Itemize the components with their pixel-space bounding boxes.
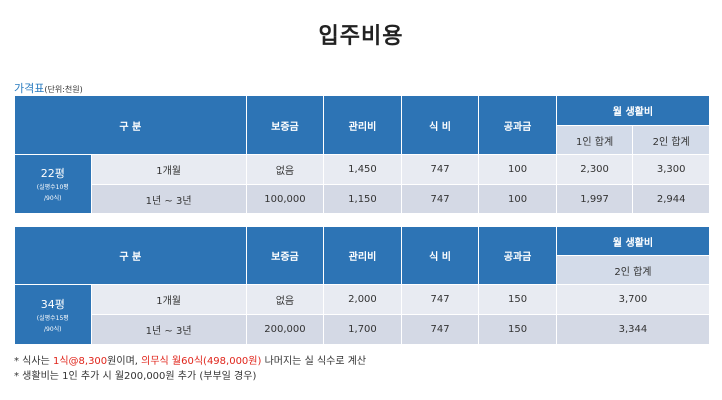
footnote-text: * 식사는	[14, 356, 53, 367]
table-row: 22평 (실평수10평 /90식) 1개월 없음 1,450 747 100 2…	[15, 155, 709, 213]
footnote-highlight: 1식@8,300	[52, 356, 108, 367]
cell-management: 1,700	[348, 324, 377, 335]
footnotes: * 식사는 1식@8,300원이며, 의무식 월60식(498,000원) 나머…	[14, 354, 366, 384]
cell-utilities: 150	[508, 294, 528, 305]
size-cell: 34평 (실평수15평 /90식)	[15, 285, 91, 344]
cell-deposit: 없음	[275, 166, 295, 177]
cell-term: 1개월	[156, 296, 181, 307]
table-row: 1년 ~ 3년 200,000 1,700 747 150 3,344	[15, 315, 709, 344]
size-main: 22평	[40, 167, 65, 180]
cell-two-total: 2,944	[656, 193, 686, 205]
size-sub: /90식)	[44, 325, 62, 333]
footnote-highlight: 의무식 월60식(498,000원)	[141, 356, 262, 367]
price-table-label: 가격표	[14, 82, 45, 95]
cell-meal: 747	[430, 193, 450, 205]
size-sub: (실평수10평	[36, 184, 69, 191]
footnote-meal: * 식사는 1식@8,300원이며, 의무식 월60식(498,000원) 나머…	[14, 354, 366, 369]
cell-management: 2,000	[348, 294, 377, 305]
cell-term: 1개월	[156, 166, 181, 177]
price-table-unit: (단위:천원)	[44, 85, 83, 94]
header-monthly: 월 생활비	[556, 96, 709, 125]
cell-management: 1,450	[348, 164, 377, 175]
cell-term: 1년 ~ 3년	[145, 326, 192, 337]
cell-deposit: 없음	[275, 296, 295, 307]
cell-utilities: 100	[508, 193, 528, 205]
footnote-text: 원이며,	[107, 356, 142, 367]
size-sub: /90식)	[44, 195, 62, 202]
header-meal: 식 비	[401, 227, 479, 284]
cell-deposit: 100,000	[264, 193, 306, 205]
footnote-living-cost: * 생활비는 1인 추가 시 월200,000원 추가 (부부일 경우)	[14, 371, 257, 382]
header-utilities: 공과금	[479, 227, 556, 284]
header-category: 구 분	[15, 96, 246, 154]
header-category: 구 분	[15, 227, 246, 284]
page-title: 입주비용	[318, 24, 404, 49]
header-monthly: 월 생활비	[556, 227, 709, 255]
cell-meal: 747	[430, 294, 450, 305]
cell-meal: 747	[430, 164, 450, 175]
header-management: 관리비	[324, 227, 401, 284]
price-table-caption: 가격표(단위:천원)	[14, 80, 83, 96]
header-management: 관리비	[324, 96, 401, 154]
cell-one-total: 2,300	[580, 164, 609, 175]
header-deposit: 보증금	[246, 96, 324, 154]
cell-utilities: 100	[508, 164, 528, 175]
size-sub: (실평수15평	[36, 314, 69, 322]
cell-utilities: 150	[508, 324, 528, 335]
header-meal: 식 비	[401, 96, 479, 154]
header-two-person: 2인 합계	[556, 256, 709, 284]
cell-term: 1년 ~ 3년	[145, 195, 192, 207]
header-utilities: 공과금	[479, 96, 556, 154]
footnote-text: 나머지는 실 식수로 계산	[261, 356, 367, 367]
size-cell: 22평 (실평수10평 /90식)	[15, 155, 91, 213]
table-row: 1년 ~ 3년 100,000 1,150 747 100 1,997 2,94…	[15, 185, 709, 213]
header-deposit: 보증금	[246, 227, 324, 284]
price-table-22: 구 분 보증금 관리비 식 비 공과금 월 생활비 1인 합계 2인 합계 22…	[14, 95, 710, 214]
cell-management: 1,150	[348, 193, 377, 205]
cell-deposit: 200,000	[264, 324, 306, 335]
cell-meal: 747	[430, 324, 450, 335]
cell-two-total: 3,300	[656, 164, 686, 175]
table-row: 34평 (실평수15평 /90식) 1개월 없음 2,000 747 150 3…	[15, 285, 709, 344]
cell-two-total: 3,344	[618, 324, 648, 335]
size-main: 34평	[40, 297, 65, 311]
cell-two-total: 3,700	[618, 294, 648, 305]
header-two-person: 2인 합계	[633, 126, 709, 154]
header-one-person: 1인 합계	[556, 126, 633, 154]
cell-one-total: 1,997	[580, 193, 609, 205]
price-table-34: 구 분 보증금 관리비 식 비 공과금 월 생활비 2인 합계 34평 (실평수…	[14, 226, 710, 345]
